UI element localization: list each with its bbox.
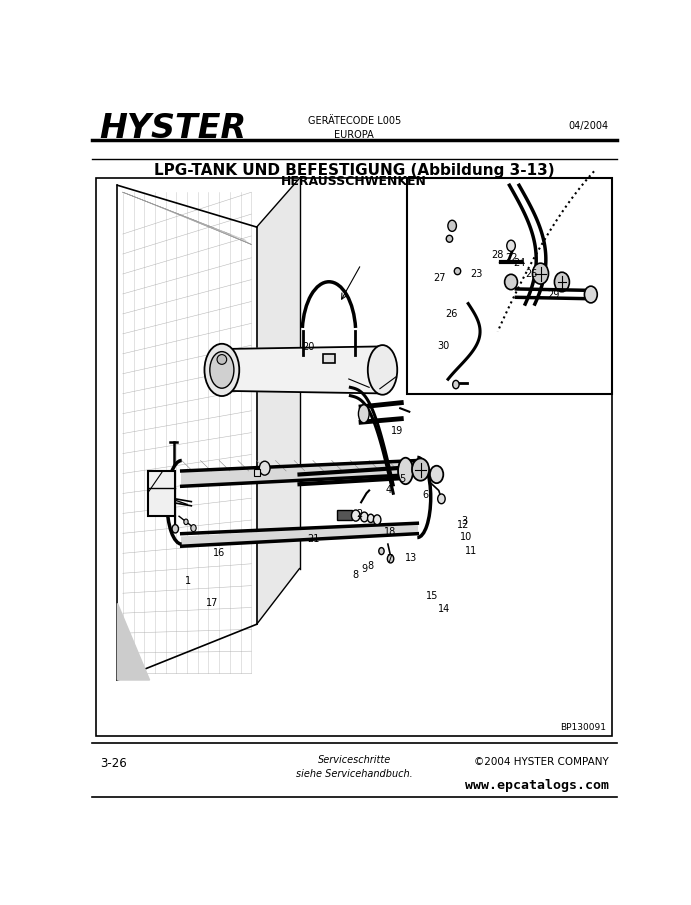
- Text: HERAUSSCHWENKEN: HERAUSSCHWENKEN: [281, 175, 427, 188]
- Text: 14: 14: [438, 604, 451, 614]
- Text: 9: 9: [361, 564, 368, 574]
- Text: 3-26: 3-26: [100, 757, 126, 769]
- Ellipse shape: [446, 235, 453, 243]
- Ellipse shape: [454, 268, 461, 274]
- Polygon shape: [222, 347, 383, 394]
- Text: 19: 19: [391, 426, 404, 436]
- Text: 25: 25: [525, 270, 538, 280]
- Circle shape: [388, 555, 394, 563]
- Text: 24: 24: [513, 258, 525, 268]
- Text: EUROPA: EUROPA: [334, 129, 374, 139]
- Circle shape: [453, 380, 459, 389]
- Ellipse shape: [430, 466, 444, 483]
- Circle shape: [437, 494, 445, 504]
- Circle shape: [191, 525, 196, 531]
- Text: 04/2004: 04/2004: [569, 121, 609, 131]
- Text: 20: 20: [303, 342, 315, 352]
- Bar: [254, 469, 261, 476]
- Ellipse shape: [368, 345, 397, 395]
- Text: 28: 28: [491, 250, 504, 260]
- Text: Serviceschritte: Serviceschritte: [317, 756, 391, 766]
- Ellipse shape: [412, 459, 429, 481]
- Text: 4: 4: [386, 485, 392, 495]
- Text: 30: 30: [437, 340, 450, 350]
- Text: 3: 3: [461, 516, 467, 526]
- Bar: [323, 354, 335, 363]
- Circle shape: [373, 515, 381, 525]
- Text: 8: 8: [352, 570, 359, 580]
- Text: 17: 17: [206, 598, 218, 608]
- Ellipse shape: [398, 458, 413, 484]
- Text: 5: 5: [399, 474, 406, 484]
- Circle shape: [585, 286, 597, 303]
- Text: 18: 18: [384, 528, 396, 538]
- Circle shape: [172, 525, 178, 533]
- Text: 1: 1: [185, 576, 191, 586]
- Text: 11: 11: [465, 546, 477, 556]
- Text: 22: 22: [505, 253, 518, 263]
- Polygon shape: [256, 178, 299, 624]
- Circle shape: [361, 512, 368, 522]
- Text: 27: 27: [433, 273, 446, 283]
- Text: BP130091: BP130091: [560, 723, 606, 732]
- Text: 13: 13: [406, 553, 417, 563]
- Bar: [337, 510, 352, 519]
- Text: 7: 7: [386, 554, 392, 564]
- Text: 8: 8: [367, 561, 373, 571]
- Ellipse shape: [504, 274, 518, 290]
- Polygon shape: [117, 604, 149, 680]
- Text: www.epcatalogs.com: www.epcatalogs.com: [464, 779, 609, 792]
- Circle shape: [448, 220, 457, 232]
- Circle shape: [368, 514, 374, 522]
- Bar: [96, 178, 612, 736]
- Text: LPG-TANK UND BEFESTIGUNG (Abbildung 3-13): LPG-TANK UND BEFESTIGUNG (Abbildung 3-13…: [154, 163, 554, 178]
- Text: 21: 21: [307, 534, 320, 544]
- Bar: [406, 178, 612, 395]
- Text: 29: 29: [547, 291, 560, 300]
- Circle shape: [259, 462, 270, 475]
- Text: 12: 12: [457, 520, 470, 530]
- Text: 15: 15: [426, 591, 438, 602]
- Circle shape: [352, 510, 360, 521]
- Text: HYSTER: HYSTER: [100, 112, 247, 145]
- Circle shape: [184, 519, 188, 525]
- Bar: [149, 471, 176, 516]
- Text: 6: 6: [422, 491, 428, 500]
- Ellipse shape: [359, 405, 369, 423]
- Text: GERÄTECODE L005: GERÄTECODE L005: [307, 116, 401, 126]
- Text: ©2004 HYSTER COMPANY: ©2004 HYSTER COMPANY: [474, 757, 609, 767]
- Ellipse shape: [217, 355, 227, 365]
- Text: 26: 26: [445, 310, 457, 319]
- Circle shape: [379, 548, 384, 555]
- Text: 10: 10: [460, 532, 472, 542]
- Text: 23: 23: [471, 270, 483, 280]
- Text: 16: 16: [213, 548, 225, 558]
- Ellipse shape: [533, 263, 549, 284]
- Ellipse shape: [205, 344, 239, 396]
- Text: siehe Servicehandbuch.: siehe Servicehandbuch.: [296, 769, 413, 779]
- Ellipse shape: [554, 272, 569, 291]
- Polygon shape: [182, 461, 417, 486]
- Ellipse shape: [210, 352, 234, 388]
- Text: 2: 2: [357, 510, 363, 519]
- Polygon shape: [182, 523, 417, 547]
- Circle shape: [507, 240, 515, 252]
